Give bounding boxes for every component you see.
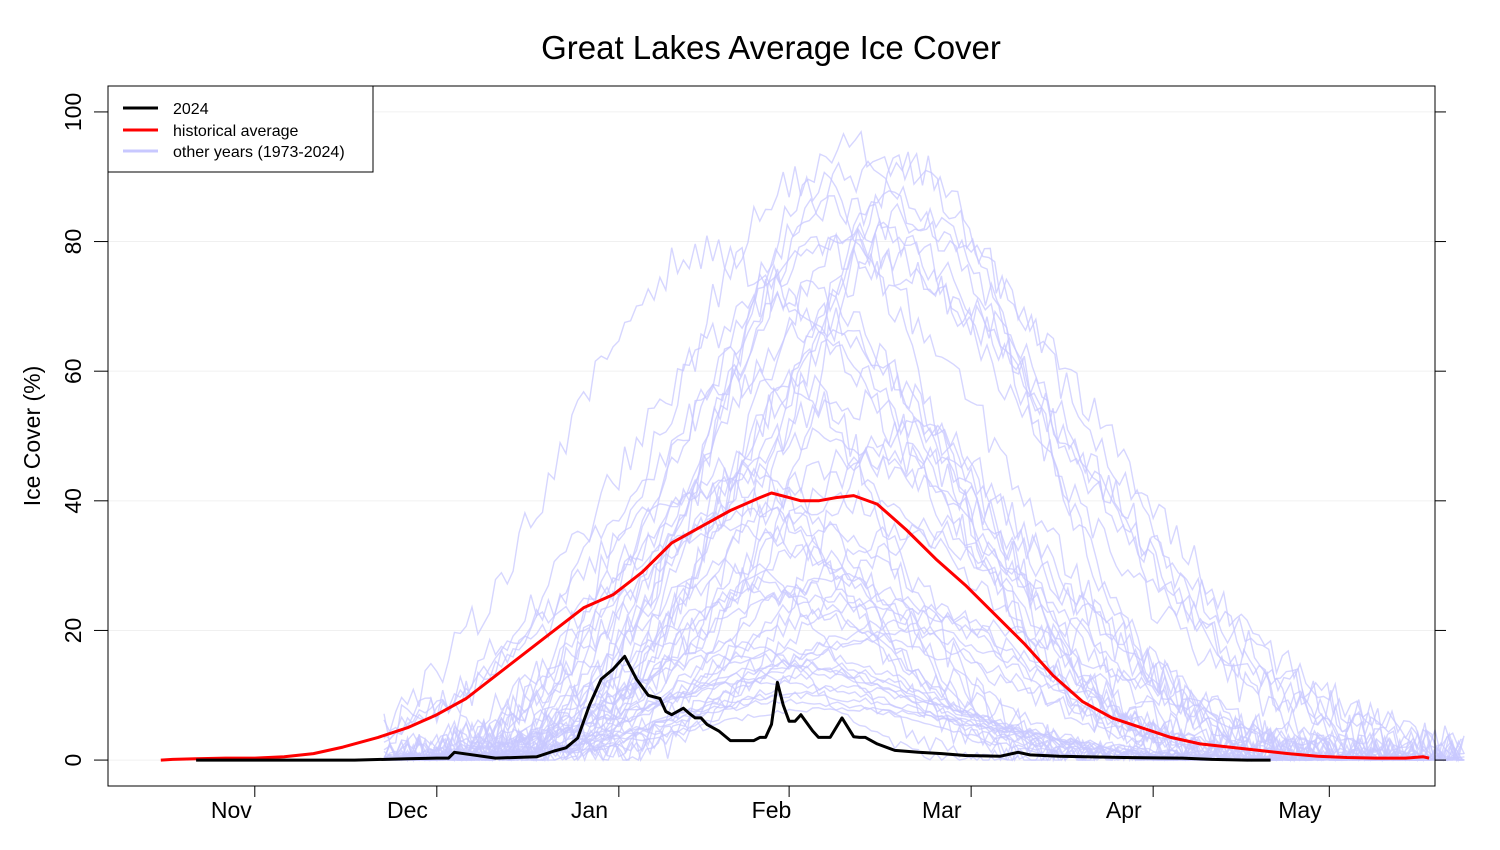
x-tick-label: Jan bbox=[571, 797, 608, 823]
other-year-line bbox=[383, 684, 1348, 761]
legend-label-average: historical average bbox=[173, 123, 299, 140]
series-2024-line bbox=[196, 654, 1271, 762]
x-tick-label: Feb bbox=[752, 797, 792, 823]
y-tick-label: 100 bbox=[60, 93, 86, 131]
other-year-line bbox=[383, 664, 1218, 761]
y-tick-label: 20 bbox=[60, 618, 86, 644]
chart-title: Great Lakes Average Ice Cover bbox=[541, 29, 1001, 66]
legend: 2024 historical average other years (197… bbox=[107, 85, 374, 173]
x-tick-label: Nov bbox=[211, 797, 252, 823]
other-year-line bbox=[383, 637, 1019, 762]
legend-label-2024: 2024 bbox=[173, 101, 209, 118]
y-axis-right bbox=[1435, 111, 1446, 761]
other-year-line bbox=[487, 195, 1464, 763]
other-year-line bbox=[384, 166, 1266, 762]
y-axis: 0 20 40 60 80 100 bbox=[60, 93, 108, 767]
other-year-line bbox=[433, 320, 1462, 762]
other-year-line bbox=[383, 235, 1448, 762]
other-year-line bbox=[383, 448, 1465, 763]
x-tick-label: Mar bbox=[922, 797, 962, 823]
x-tick-label: Apr bbox=[1106, 797, 1142, 823]
other-year-line bbox=[447, 516, 1464, 762]
plot-frame bbox=[107, 85, 1436, 787]
other-year-line bbox=[455, 575, 1431, 762]
other-year-line bbox=[396, 698, 1461, 761]
other-year-line bbox=[593, 151, 1357, 763]
x-tick-label: Dec bbox=[387, 797, 428, 823]
y-tick-label: 60 bbox=[60, 358, 86, 384]
other-year-line bbox=[384, 427, 1465, 763]
other-year-line bbox=[432, 160, 1462, 763]
x-tick-label: May bbox=[1278, 797, 1322, 823]
y-tick-label: 40 bbox=[60, 488, 86, 514]
other-year-line bbox=[383, 388, 1466, 762]
other-year-line bbox=[565, 190, 1460, 762]
other-year-line bbox=[383, 287, 1377, 763]
y-tick-label: 80 bbox=[60, 229, 86, 255]
y-tick-label: 0 bbox=[60, 754, 86, 767]
other-years-series bbox=[383, 130, 1466, 763]
x-axis: Nov Dec Jan Feb Mar Apr May bbox=[211, 786, 1330, 823]
legend-label-other-years: other years (1973-2024) bbox=[173, 144, 345, 161]
y-axis-label: Ice Cover (%) bbox=[19, 366, 45, 507]
historical-average-line bbox=[160, 491, 1430, 762]
other-year-line bbox=[383, 557, 1060, 762]
other-year-line bbox=[453, 247, 1465, 763]
other-year-line bbox=[519, 528, 1326, 763]
